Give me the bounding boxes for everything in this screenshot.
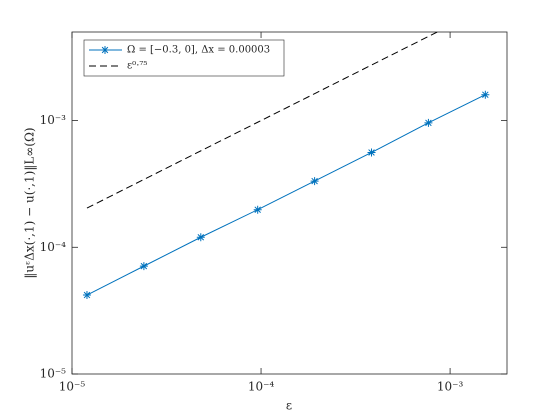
plot-area bbox=[82, 32, 490, 300]
marker bbox=[367, 148, 376, 157]
marker bbox=[82, 291, 91, 300]
series-line bbox=[86, 94, 486, 296]
x-tick-label: 10⁻⁴ bbox=[248, 380, 275, 394]
marker bbox=[481, 90, 490, 99]
marker bbox=[424, 118, 433, 127]
marker bbox=[101, 46, 109, 54]
series-line bbox=[86, 32, 439, 209]
marker bbox=[310, 177, 319, 186]
marker bbox=[253, 205, 262, 214]
y-tick-label: 10⁻⁵ bbox=[40, 367, 67, 381]
y-tick-label: 10⁻⁴ bbox=[40, 240, 67, 254]
legend-label: ε⁰·⁷⁵ bbox=[127, 61, 147, 72]
legend-label: Ω = [−0.3, 0], Δx = 0.00003 bbox=[127, 45, 270, 56]
x-tick-label: 10⁻³ bbox=[437, 380, 464, 394]
y-tick-label: 10⁻³ bbox=[40, 113, 67, 127]
marker bbox=[139, 262, 148, 271]
plot-frame bbox=[71, 31, 508, 375]
legend-box bbox=[83, 39, 285, 77]
x-axis-label: ε bbox=[286, 399, 292, 413]
y-axis-label: ‖uᵋΔx(·,1) − u(·,1)‖L∞(Ω) bbox=[23, 127, 37, 278]
x-tick-label: 10⁻⁵ bbox=[59, 380, 86, 394]
marker bbox=[196, 233, 205, 242]
